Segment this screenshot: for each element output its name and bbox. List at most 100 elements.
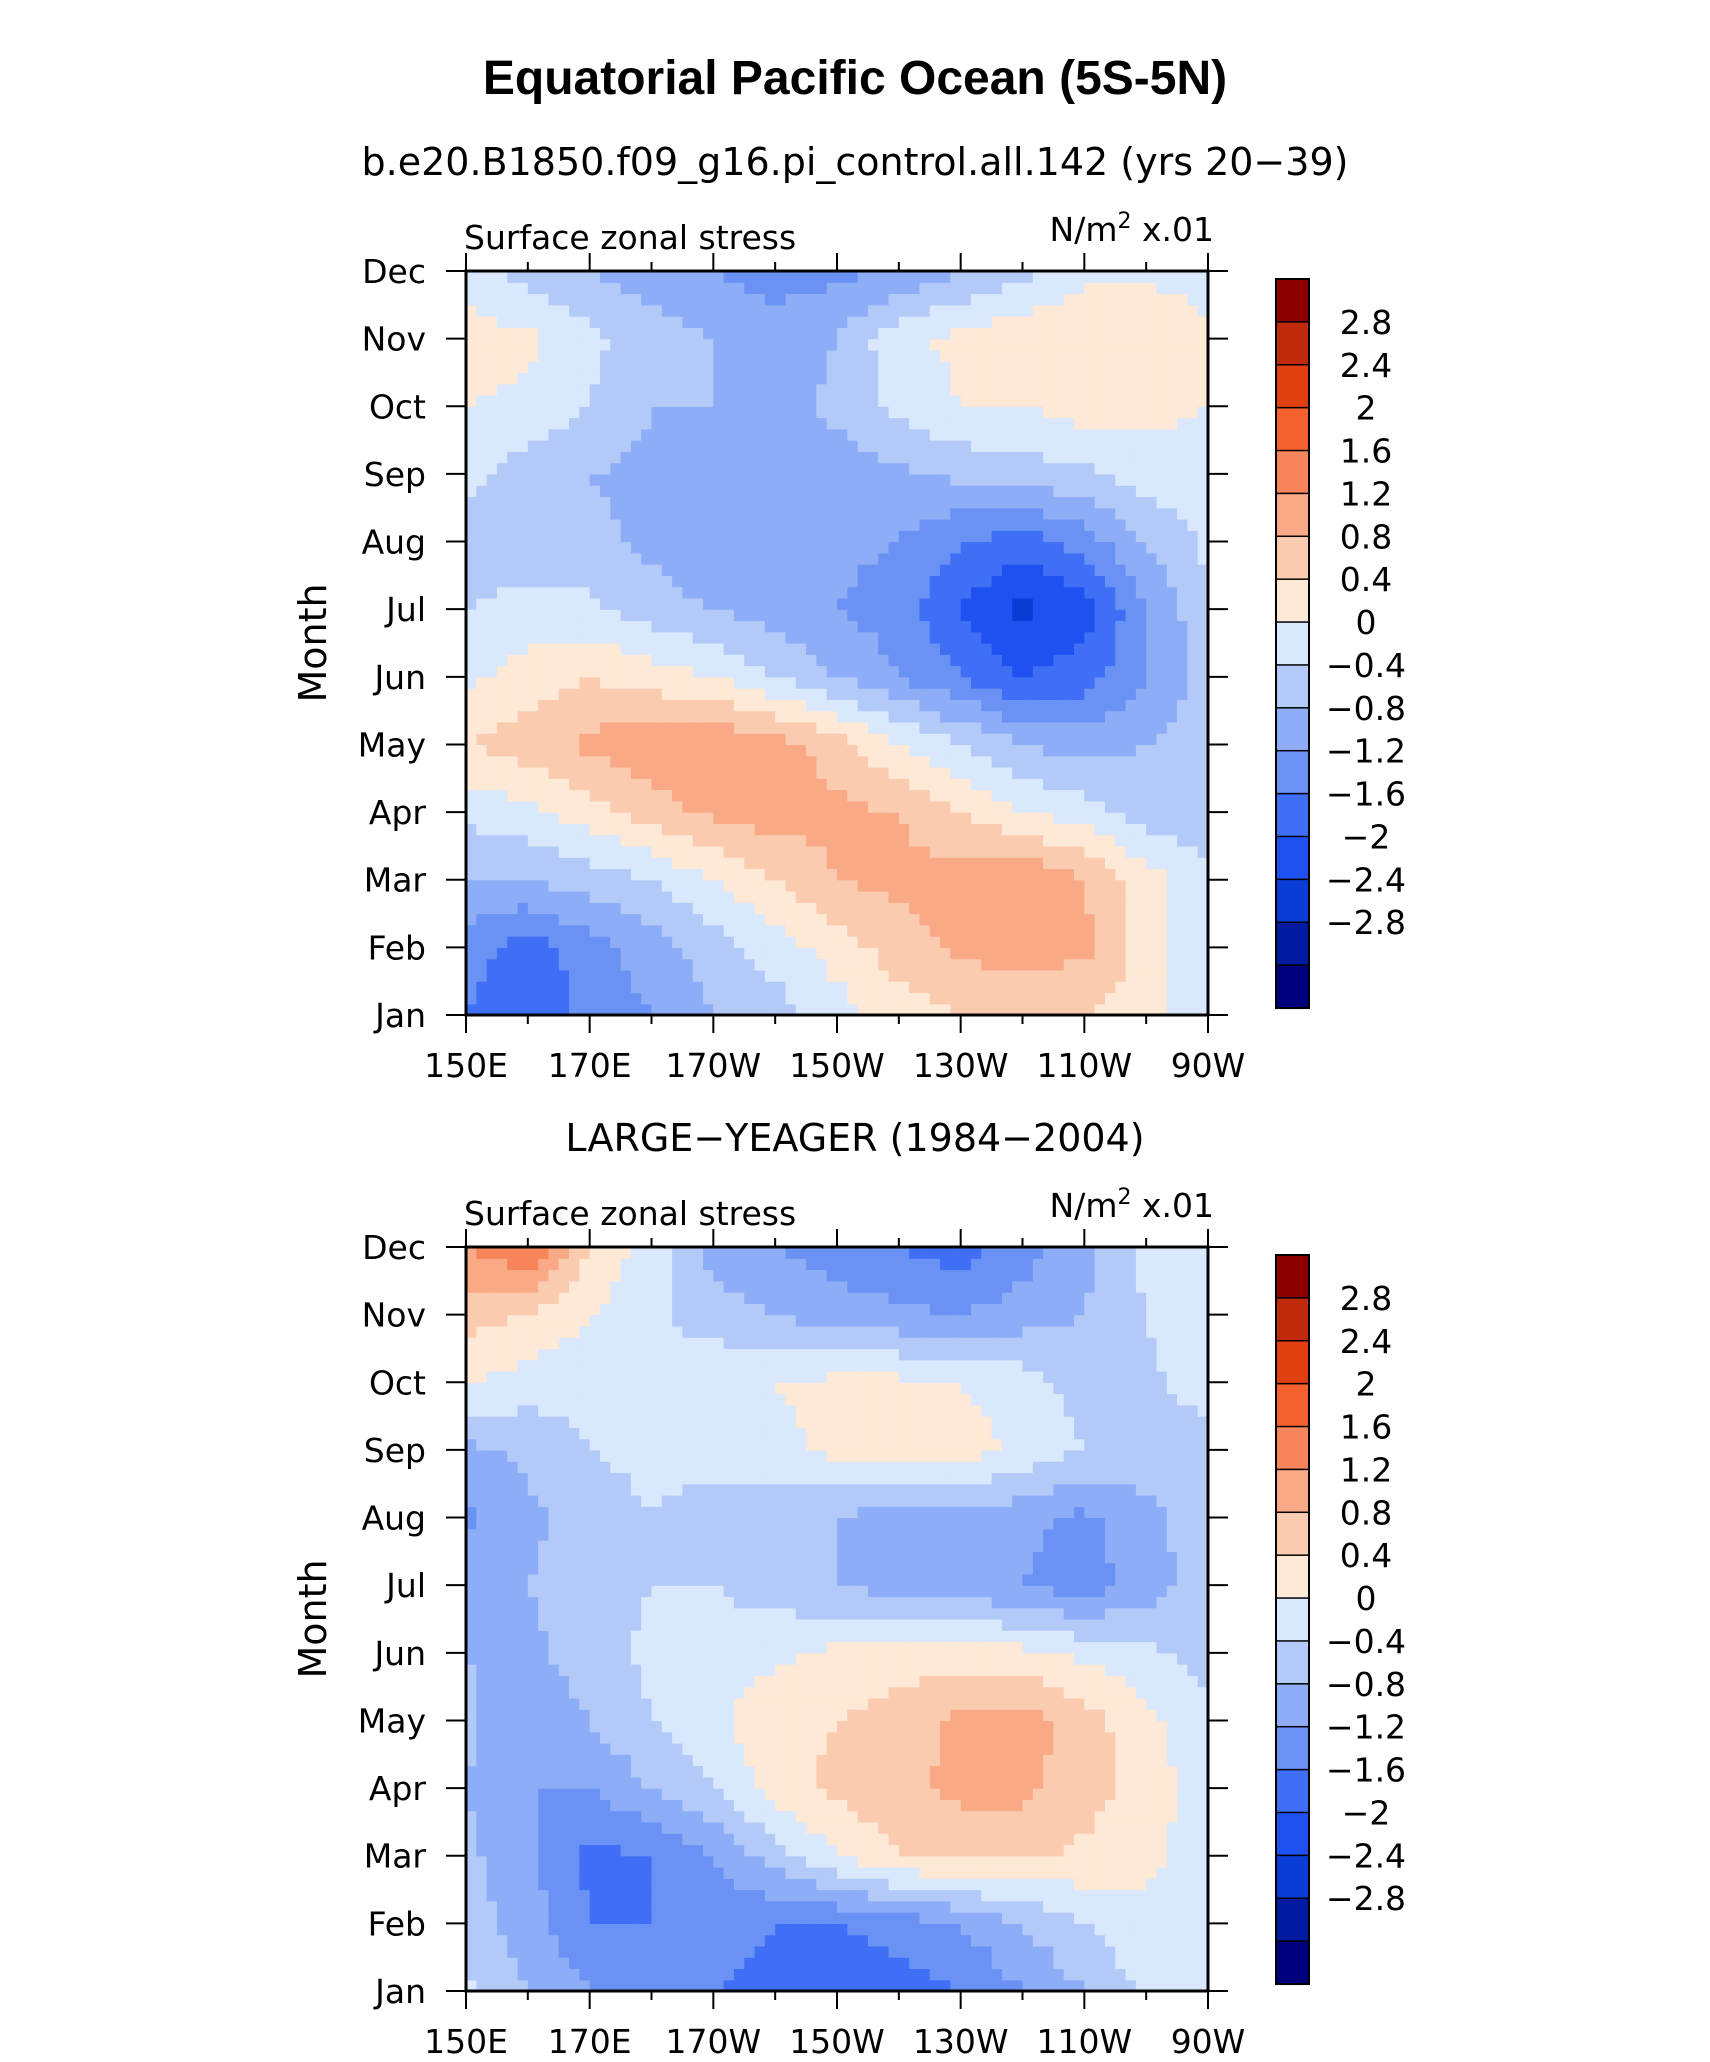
- contour-cell: [517, 586, 529, 599]
- contour-cell: [929, 733, 941, 746]
- contour-cell: [620, 789, 632, 802]
- contour-cell: [940, 654, 951, 667]
- contour-cell: [1104, 902, 1116, 915]
- contour-cell: [826, 349, 838, 362]
- contour-cell: [744, 913, 756, 926]
- contour-cell: [527, 530, 539, 543]
- contour-cell: [754, 372, 766, 385]
- contour-cell: [507, 564, 519, 576]
- contour-cell: [569, 958, 580, 971]
- contour-cell: [837, 969, 848, 982]
- contour-cell: [466, 372, 477, 385]
- contour-cell: [548, 981, 560, 994]
- contour-cell: [579, 485, 591, 498]
- contour-cell: [589, 271, 601, 283]
- contour-cell: [1125, 834, 1137, 847]
- contour-cell: [651, 744, 663, 757]
- contour-cell: [661, 688, 673, 700]
- contour-cell: [960, 868, 972, 881]
- contour-cell: [857, 383, 869, 396]
- contour-cell: [826, 834, 838, 847]
- contour-cell: [466, 812, 477, 824]
- contour-cell: [960, 597, 972, 610]
- contour-cell: [1146, 631, 1158, 644]
- contour-cell: [733, 349, 745, 362]
- contour-cell: [486, 755, 498, 768]
- contour-cell: [548, 947, 560, 960]
- contour-cell: [1125, 271, 1137, 283]
- contour-cell: [857, 519, 869, 531]
- contour-cell: [1125, 721, 1137, 734]
- colorbar-label: 0: [1356, 603, 1377, 642]
- contour-cell: [661, 349, 673, 362]
- contour-cell: [672, 778, 684, 791]
- contour-cell: [1187, 969, 1199, 982]
- contour-cell: [1177, 552, 1188, 565]
- contour-cell: [569, 597, 580, 610]
- contour-cell: [981, 519, 993, 531]
- contour-cell: [538, 879, 550, 892]
- contour-cell: [878, 462, 890, 475]
- contour-cell: [630, 541, 642, 554]
- contour-cell: [1166, 699, 1178, 712]
- contour-cell: [857, 597, 869, 610]
- contour-cell: [826, 496, 838, 509]
- contour-cell: [733, 845, 745, 858]
- contour-cell: [1063, 620, 1075, 633]
- contour-cell: [1146, 789, 1158, 802]
- contour-cell: [970, 417, 982, 430]
- contour-cell: [1115, 755, 1127, 768]
- contour-cell: [888, 383, 900, 396]
- contour-cell: [795, 631, 807, 644]
- contour-cell: [919, 699, 931, 712]
- contour-cell: [857, 913, 869, 926]
- contour-cell: [1125, 733, 1137, 746]
- contour-cell: [898, 936, 910, 948]
- contour-cell: [878, 575, 890, 588]
- contour-cell: [1032, 733, 1044, 746]
- contour-cell: [785, 316, 797, 328]
- contour-cell: [641, 575, 653, 588]
- contour-cell: [733, 395, 745, 407]
- contour-cell: [703, 507, 714, 520]
- contour-cell: [1053, 1979, 1065, 1992]
- contour-cell: [1115, 845, 1127, 858]
- contour-cell: [826, 654, 838, 667]
- contour-cell: [857, 733, 869, 746]
- contour-cell: [1094, 519, 1106, 531]
- contour-cell: [1166, 496, 1178, 509]
- contour-cell: [476, 271, 488, 283]
- contour-cell: [672, 428, 684, 441]
- contour-cell: [723, 575, 735, 588]
- contour-cell: [661, 271, 673, 283]
- contour-cell: [672, 744, 684, 757]
- contour-cell: [692, 609, 704, 622]
- contour-cell: [1063, 575, 1075, 588]
- contour-cell: [476, 462, 488, 475]
- contour-cell: [641, 395, 653, 407]
- contour-cell: [1156, 609, 1168, 622]
- contour-cell: [837, 823, 848, 836]
- contour-cell: [692, 338, 704, 351]
- contour-cell: [651, 936, 663, 948]
- contour-cell: [507, 327, 519, 340]
- contour-cell: [826, 1003, 838, 1016]
- contour-cell: [1177, 361, 1188, 374]
- contour-cell: [527, 744, 539, 757]
- contour-cell: [476, 654, 488, 667]
- contour-cell: [538, 271, 550, 283]
- contour-cell: [630, 304, 642, 317]
- contour-cell: [1166, 327, 1178, 340]
- contour-cell: [630, 1979, 642, 1992]
- contour-cell: [1043, 1979, 1055, 1992]
- contour-cell: [867, 440, 879, 452]
- contour-cell: [1104, 620, 1116, 633]
- contour-cell: [888, 654, 900, 667]
- contour-cell: [991, 947, 1003, 960]
- contour-cell: [898, 845, 910, 858]
- contour-cell: [1135, 891, 1147, 903]
- contour-cell: [929, 395, 941, 407]
- contour-cell: [1135, 327, 1147, 340]
- contour-cell: [919, 969, 931, 982]
- contour-cell: [1166, 891, 1178, 903]
